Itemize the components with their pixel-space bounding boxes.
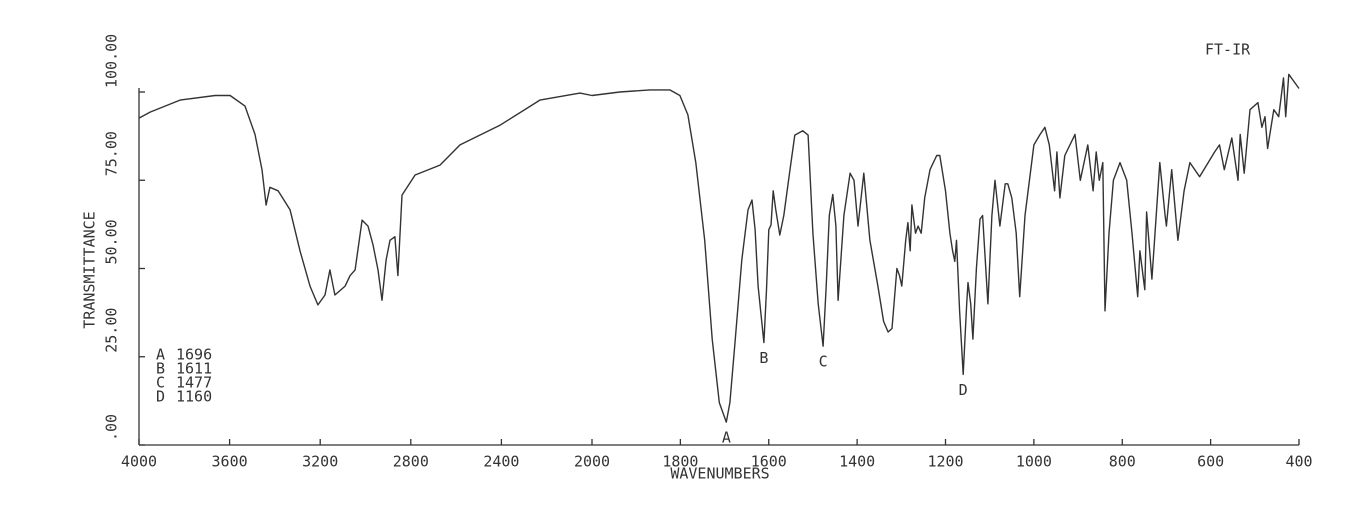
x-tick-label: 3200 xyxy=(302,453,338,471)
x-tick-label: 1400 xyxy=(839,453,875,471)
y-tick-label: 75.00 xyxy=(103,131,121,176)
x-tick-label: 4000 xyxy=(121,453,157,471)
x-tick-label: 2800 xyxy=(393,453,429,471)
legend-letter: A xyxy=(156,346,165,364)
peak-label: B xyxy=(759,349,768,367)
legend-letter: D xyxy=(156,388,165,406)
x-tick-label: 600 xyxy=(1197,453,1224,471)
x-tick-label: 1200 xyxy=(927,453,963,471)
legend-wavenumber: 1160 xyxy=(176,388,212,406)
legend-wavenumber: 1611 xyxy=(176,360,212,378)
y-tick-label: 50.00 xyxy=(103,219,121,264)
peak-label: D xyxy=(959,381,968,399)
x-tick-label: 1000 xyxy=(1016,453,1052,471)
y-axis-label: TRANSMITTANCE xyxy=(81,211,99,328)
spectrum-line xyxy=(138,73,1300,423)
x-tick-label: 3600 xyxy=(212,453,248,471)
x-tick-label: 1600 xyxy=(751,453,787,471)
x-tick-label: 2000 xyxy=(574,453,610,471)
legend-letter: C xyxy=(156,374,165,392)
peak-label: A xyxy=(722,429,731,447)
y-tick-label: .00 xyxy=(103,414,121,441)
x-tick-label: 800 xyxy=(1109,453,1136,471)
legend-letter: B xyxy=(156,360,165,378)
x-tick-label: 1800 xyxy=(662,453,698,471)
x-tick-label: 400 xyxy=(1285,453,1312,471)
x-axis-label: WAVENUMBERS xyxy=(670,465,769,483)
peak-label: C xyxy=(819,353,828,371)
y-tick-label: 25.00 xyxy=(103,308,121,353)
legend-wavenumber: 1696 xyxy=(176,346,212,364)
y-tick-label: 100.00 xyxy=(103,34,121,88)
chart-title: FT-IR xyxy=(1205,41,1251,59)
x-tick-label: 2400 xyxy=(483,453,519,471)
legend-wavenumber: 1477 xyxy=(176,374,212,392)
